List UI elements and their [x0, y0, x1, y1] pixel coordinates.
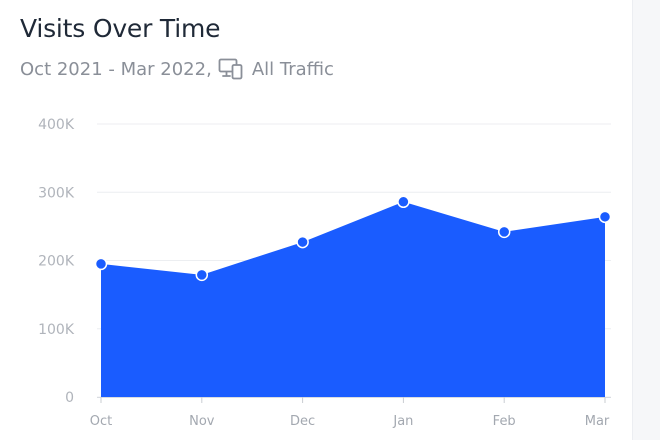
data-point-oct — [94, 257, 108, 271]
traffic-filter-label: All Traffic — [251, 58, 334, 80]
y-tick-label: 200K — [38, 254, 75, 270]
date-range-label: Oct 2021 - Mar 2022, — [20, 58, 212, 80]
data-point-dec — [296, 235, 309, 249]
y-tick-label: 400K — [38, 117, 75, 133]
chart-title: Visits Over Time — [20, 14, 221, 43]
x-tick-label: Jan — [392, 414, 413, 429]
x-tick-label: Oct — [90, 414, 112, 429]
y-tick-label: 300K — [38, 185, 75, 201]
x-tick-label: Mar — [585, 414, 610, 429]
visits-area — [101, 201, 605, 397]
visits-over-time-card: Visits Over Time Oct 2021 - Mar 2022, Al… — [20, 14, 612, 429]
x-tick-label: Nov — [189, 414, 215, 429]
page-edge-strip — [632, 0, 660, 440]
devices-icon — [218, 58, 243, 80]
visits-area-chart: 0 100K 200K 300K 400K Oct Nov Dec Jan Feb Mar — [38, 117, 612, 429]
data-point-feb — [497, 225, 511, 239]
y-tick-label: 100K — [38, 322, 75, 338]
data-point-mar — [598, 210, 612, 224]
x-tick-label: Dec — [290, 414, 315, 429]
chart-subtitle: Oct 2021 - Mar 2022, All Traffic — [20, 58, 334, 80]
y-tick-label: 0 — [65, 390, 74, 406]
data-point-jan — [397, 195, 410, 209]
data-point-nov — [195, 268, 209, 282]
x-tick-label: Feb — [493, 414, 516, 429]
